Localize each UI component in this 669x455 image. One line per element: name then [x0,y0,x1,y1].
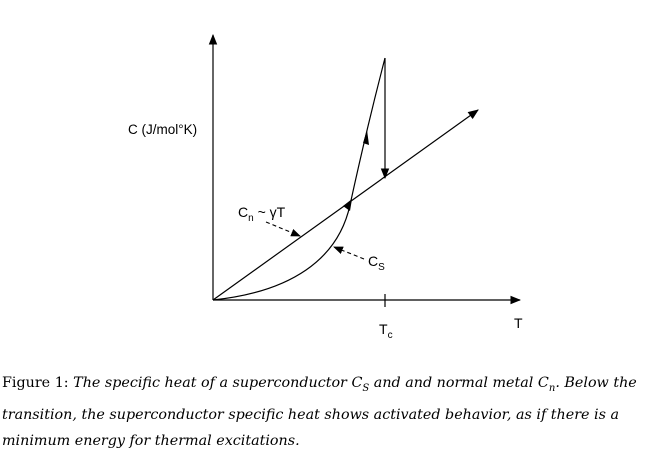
cs-curve-arrowhead [363,130,369,145]
figure-caption: Figure 1: The specific heat of a superco… [2,375,637,449]
specific-heat-diagram: C (J/mol°K) T Tc Cn ~ γT CS [128,33,523,341]
cn-pointer [265,221,301,237]
tc-label: Tc [379,321,393,341]
crossing-arrowhead [343,199,352,211]
cn-label: Cn ~ γT [238,204,286,224]
cs-curve [212,57,386,301]
cs-label: CS [368,253,385,273]
cs-pointer [333,246,365,260]
y-axis-label: C (J/mol°K) [128,122,197,137]
x-axis-label: T [514,315,523,331]
caption-prefix: Figure 1: [2,375,74,391]
